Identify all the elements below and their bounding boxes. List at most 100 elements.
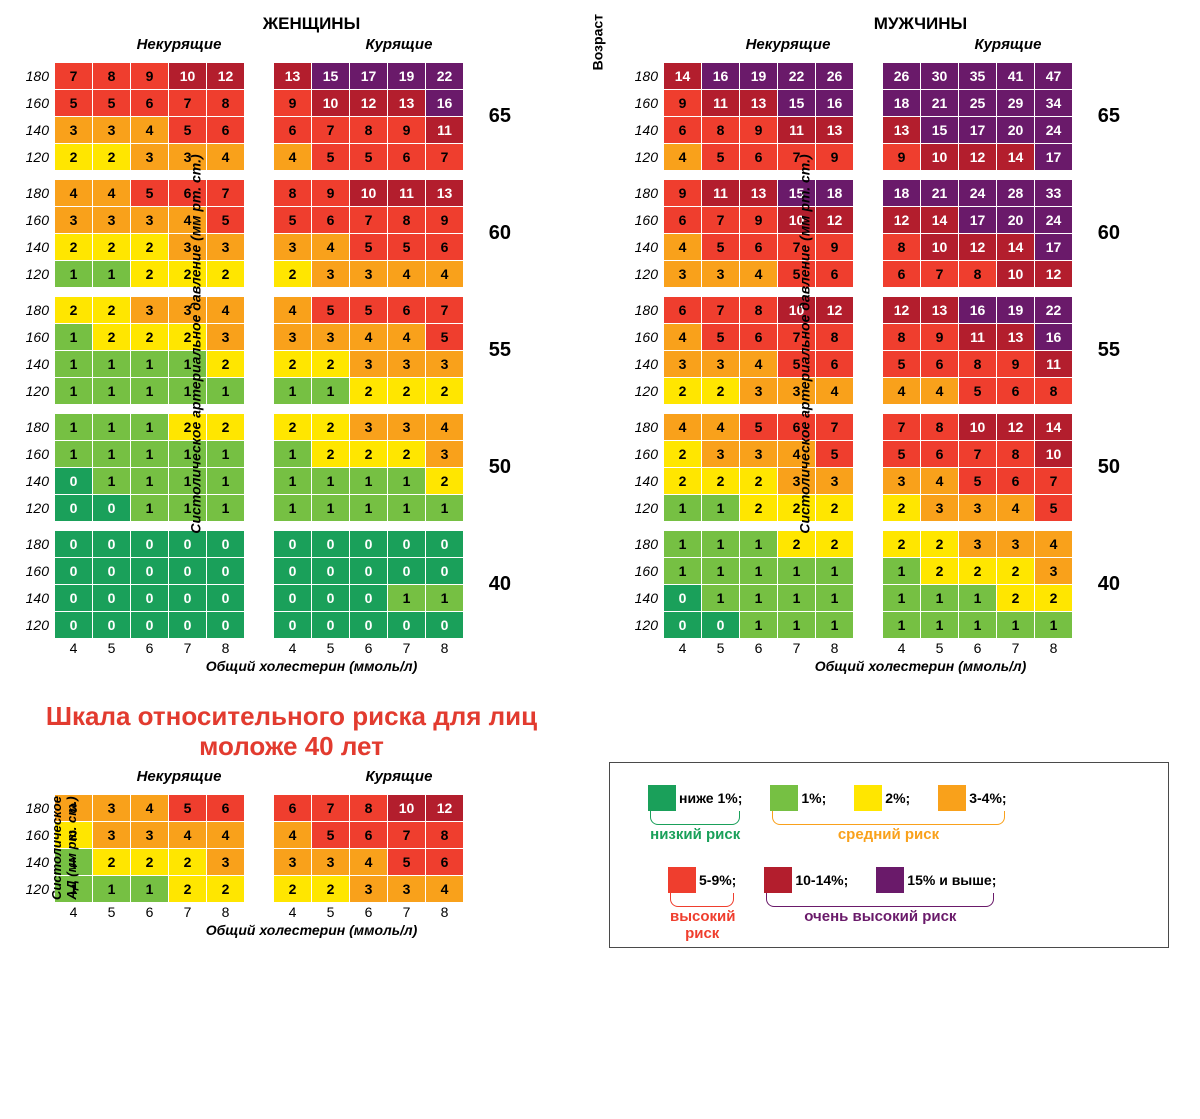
risk-cell: 15	[778, 90, 815, 116]
risk-cell: 7	[921, 261, 958, 287]
risk-cell: 6	[131, 90, 168, 116]
risk-cell: 2	[921, 558, 958, 584]
risk-cell: 1	[350, 468, 387, 494]
risk-cell: 3	[740, 441, 777, 467]
sex-title-women: ЖЕНЩИНЫ	[14, 14, 569, 34]
bp-tick: 140	[14, 468, 49, 494]
risk-cell: 8	[93, 63, 130, 89]
risk-cell: 0	[350, 585, 387, 611]
risk-cell: 8	[207, 90, 244, 116]
risk-cell: 9	[664, 180, 701, 206]
chol-tick: 5	[93, 904, 130, 920]
risk-cell: 12	[959, 234, 996, 260]
risk-cell: 1	[883, 558, 920, 584]
risk-cell: 0	[664, 612, 701, 638]
legend-swatch	[648, 785, 676, 811]
risk-cell: 2	[93, 144, 130, 170]
risk-cell: 1	[55, 324, 92, 350]
legend-swatch	[854, 785, 882, 811]
risk-cell: 12	[883, 207, 920, 233]
risk-cell: 7	[816, 414, 853, 440]
bp-tick: 120	[623, 261, 658, 287]
risk-cell: 18	[883, 90, 920, 116]
risk-cell: 0	[350, 531, 387, 557]
risk-cell: 0	[312, 612, 349, 638]
risk-cell: 11	[426, 117, 463, 143]
bp-tick: 140	[623, 117, 658, 143]
risk-cell: 4	[274, 297, 311, 323]
risk-cell: 1	[388, 585, 425, 611]
bp-tick: 160	[623, 441, 658, 467]
legend-brace-label: очень высокий риск	[766, 908, 994, 925]
risk-cell: 6	[664, 297, 701, 323]
age-label: 55	[471, 339, 511, 362]
risk-cell: 26	[883, 63, 920, 89]
risk-cell: 19	[740, 63, 777, 89]
smoke-headers-rel: Некурящие Курящие	[14, 768, 569, 785]
cholesterol-ticks-row: 45678 45678	[14, 640, 569, 656]
risk-cell: 2	[93, 234, 130, 260]
risk-cell: 9	[997, 351, 1034, 377]
age-group-50: 1801601401204456723345222331122278101214…	[623, 414, 1178, 521]
risk-cell: 9	[816, 144, 853, 170]
risk-cell: 5	[350, 297, 387, 323]
grid-men-nonsmoker-55: 6781012456783345622334	[664, 297, 853, 404]
bp-tick: 180	[14, 414, 49, 440]
risk-cell: 12	[207, 63, 244, 89]
risk-cell: 4	[207, 822, 244, 848]
risk-cell: 3	[93, 207, 130, 233]
bp-tick-col: 180160140120	[14, 297, 49, 404]
men-panel: Систолическое артериальное давление (мм …	[623, 14, 1178, 674]
bp-tick: 140	[14, 351, 49, 377]
risk-cell: 12	[816, 297, 853, 323]
risk-cell: 9	[131, 63, 168, 89]
risk-cell: 2	[778, 531, 815, 557]
risk-cell: 0	[93, 585, 130, 611]
y-axis-label: Систолическое артериальное давление (мм …	[188, 154, 204, 533]
risk-cell: 8	[997, 441, 1034, 467]
bp-tick-col: 180160140120	[623, 531, 658, 638]
risk-cell: 2	[312, 876, 349, 902]
risk-cell: 5	[131, 180, 168, 206]
bp-tick: 140	[14, 585, 49, 611]
risk-cell: 2	[207, 876, 244, 902]
risk-cell: 1	[93, 468, 130, 494]
risk-cell: 10	[388, 795, 425, 821]
risk-cell: 8	[274, 180, 311, 206]
legend-text: 1%;	[801, 790, 826, 806]
bp-tick: 180	[623, 180, 658, 206]
chol-tick: 6	[350, 640, 387, 656]
bp-tick: 180	[14, 795, 49, 821]
bp-tick: 120	[14, 876, 49, 902]
bp-tick: 120	[623, 612, 658, 638]
risk-cell: 1	[740, 531, 777, 557]
risk-cell: 14	[1035, 414, 1072, 440]
risk-cell: 14	[921, 207, 958, 233]
bp-tick: 160	[623, 90, 658, 116]
risk-cell: 14	[664, 63, 701, 89]
bp-tick: 180	[623, 297, 658, 323]
risk-cell: 16	[426, 90, 463, 116]
risk-cell: 6	[740, 144, 777, 170]
risk-cell: 2	[388, 378, 425, 404]
risk-cell: 6	[426, 849, 463, 875]
chol-tick: 8	[816, 640, 853, 656]
risk-cell: 4	[426, 876, 463, 902]
risk-cell: 2	[169, 849, 206, 875]
bp-tick: 180	[623, 531, 658, 557]
legend-item: 15% и выше;	[876, 867, 996, 893]
bp-tick: 120	[14, 495, 49, 521]
risk-cell: 3	[131, 822, 168, 848]
bp-tick: 180	[14, 297, 49, 323]
bp-tick: 140	[14, 849, 49, 875]
chol-tick: 8	[207, 904, 244, 920]
x-axis-label: Общий холестерин (ммоль/л)	[623, 658, 1178, 674]
risk-cell: 4	[274, 822, 311, 848]
risk-cell: 15	[921, 117, 958, 143]
grid-men-smoker-55: 12131619228911131656891144568	[883, 297, 1072, 404]
legend-items-top: ниже 1%;1%;2%;3-4%;	[638, 785, 1140, 811]
risk-cell: 2	[274, 414, 311, 440]
legend-brace-label: высокий риск	[670, 908, 734, 942]
risk-cell: 20	[997, 207, 1034, 233]
grid-women-smoker-60: 89101113567893455623344	[274, 180, 463, 287]
